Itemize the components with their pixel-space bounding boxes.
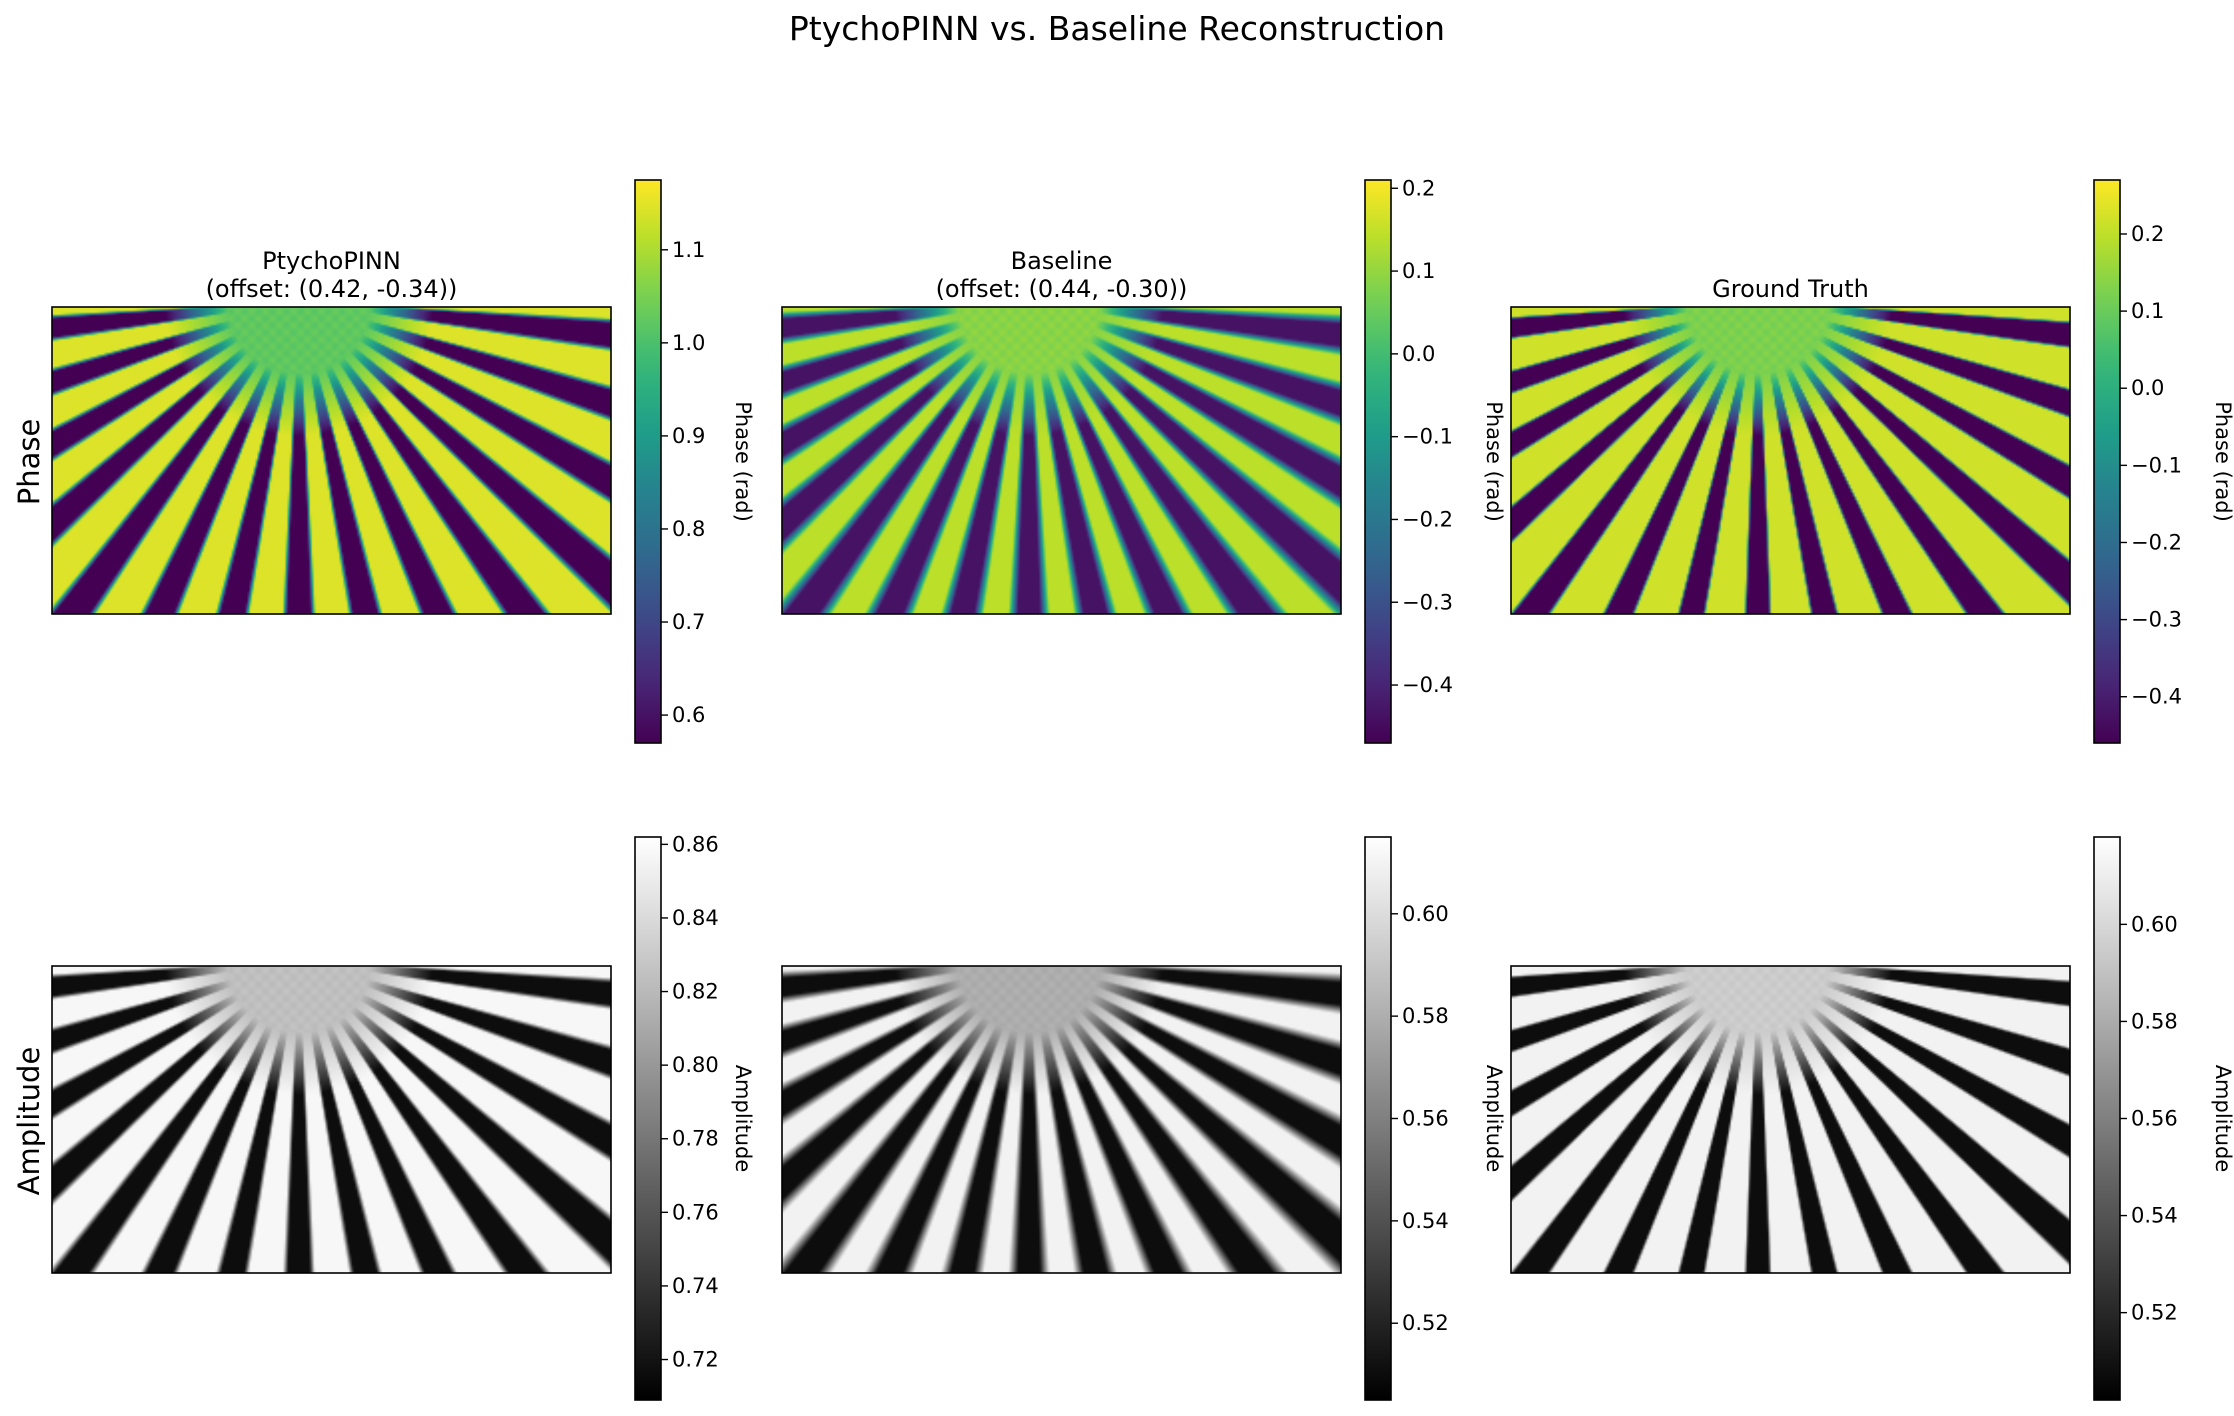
colorbar-tick-label: 0.82	[672, 980, 719, 1004]
colorbar-tick-label: −0.2	[1402, 507, 1453, 531]
panel-phase-baseline: Baseline(offset: (0.44, -0.30)) −0.4 −0.3 −…	[781, 176, 1506, 744]
heatmap-image-amplitude-ptychopinn	[52, 966, 611, 1273]
colorbar-tick-label: −0.1	[1402, 425, 1453, 449]
row-label-amplitude: Amplitude	[12, 1047, 46, 1196]
heatmap-image-phase-ptychopinn	[52, 307, 611, 614]
colorbar-tick-label: 0.60	[1402, 902, 1449, 926]
heatmap-frame	[51, 306, 612, 615]
colorbar-tick-label: 0.0	[2131, 376, 2164, 400]
colorbar-tick-label: 0.72	[672, 1348, 719, 1372]
colorbar-tick-label: 0.56	[2131, 1107, 2178, 1131]
panels: PtychoPINN(offset: (0.42, -0.34)) 0.6 0.7 0…	[51, 176, 2234, 1401]
panel-title-phase-baseline-0: Baseline	[1011, 247, 1113, 275]
heatmap-image-phase-ground-truth	[1511, 307, 2070, 614]
panel-phase-ptychopinn: PtychoPINN(offset: (0.42, -0.34)) 0.6 0.7 0…	[51, 179, 755, 744]
colorbar-tick-label: 0.54	[1402, 1209, 1449, 1233]
heatmap-frame	[781, 965, 1342, 1274]
colorbar-tick-label: 0.2	[2131, 222, 2164, 246]
colorbar-tick-label: 0.6	[672, 703, 705, 727]
figure-title: PtychoPINN vs. Baseline Reconstruction	[789, 9, 1445, 48]
colorbar-frame	[634, 836, 662, 1401]
panel-title-phase-baseline-1: (offset: (0.44, -0.30))	[936, 275, 1188, 303]
colorbar-frame	[2093, 179, 2121, 744]
colorbar-label-phase-ground-truth: Phase (rad)	[2211, 401, 2234, 522]
colorbar-tick-label: 0.78	[672, 1127, 719, 1151]
panel-title-phase-ptychopinn-0: PtychoPINN	[262, 247, 401, 275]
colorbar-tick-label: 0.8	[672, 517, 705, 541]
colorbar-tick-label: 0.2	[1402, 176, 1435, 200]
heatmap-frame	[51, 965, 612, 1274]
colorbar-frame	[634, 179, 662, 744]
colorbar-tick-label: 0.1	[1402, 259, 1435, 283]
colorbar-tick-label: 0.56	[1402, 1107, 1449, 1131]
panel-amplitude-baseline: 0.52 0.54 0.56 0.58 0.60 Amplitude	[781, 836, 1506, 1401]
colorbar-tick-label: 0.60	[2131, 912, 2178, 936]
colorbar-tick-label: 0.84	[672, 906, 719, 930]
colorbar-amplitude-ground-truth	[2094, 837, 2120, 1400]
colorbar-tick-label: −0.2	[2131, 530, 2182, 554]
colorbar-tick-label: 0.52	[2131, 1301, 2178, 1325]
panel-amplitude-ptychopinn: 0.72 0.74 0.76 0.78 0.80 0.82 0.84 0.86 Amplitud…	[51, 832, 755, 1401]
colorbar-tick-label: −0.4	[1402, 673, 1453, 697]
colorbar-tick-label: 0.52	[1402, 1311, 1449, 1335]
colorbar-tick-label: 0.0	[1402, 342, 1435, 366]
colorbar-tick-label: −0.3	[1402, 590, 1453, 614]
colorbar-amplitude-ptychopinn	[635, 837, 661, 1400]
heatmap-frame	[1510, 965, 2071, 1274]
colorbar-tick-label: 1.0	[672, 331, 705, 355]
colorbar-tick-label: 0.58	[1402, 1004, 1449, 1028]
colorbar-tick-label: 0.7	[672, 610, 705, 634]
colorbar-tick-label: 0.80	[672, 1053, 719, 1077]
heatmap-frame	[781, 306, 1342, 615]
panel-title-phase-ground-truth-0: Ground Truth	[1712, 275, 1869, 303]
colorbar-label-phase-baseline: Phase (rad)	[1482, 401, 1506, 522]
colorbar-amplitude-baseline	[1365, 837, 1391, 1400]
colorbar-label-amplitude-ground-truth: Amplitude	[2211, 1065, 2234, 1173]
heatmap-image-phase-baseline	[782, 307, 1341, 614]
colorbar-tick-label: 0.58	[2131, 1009, 2178, 1033]
colorbar-tick-label: 0.1	[2131, 299, 2164, 323]
colorbar-label-phase-ptychopinn: Phase (rad)	[731, 401, 755, 522]
colorbar-tick-label: −0.4	[2131, 685, 2182, 709]
row-label-phase: Phase	[12, 419, 46, 506]
colorbar-frame	[1364, 179, 1392, 744]
colorbar-label-amplitude-baseline: Amplitude	[1482, 1065, 1506, 1173]
panel-title-phase-ptychopinn-1: (offset: (0.42, -0.34))	[206, 275, 458, 303]
colorbar-tick-label: 0.86	[672, 832, 719, 856]
panel-amplitude-ground-truth: 0.52 0.54 0.56 0.58 0.60 Amplitude	[1510, 836, 2234, 1401]
heatmap-image-amplitude-ground-truth	[1511, 966, 2070, 1273]
colorbar-phase-ground-truth	[2094, 180, 2120, 743]
colorbar-label-amplitude-ptychopinn: Amplitude	[731, 1065, 755, 1173]
colorbar-phase-baseline	[1365, 180, 1391, 743]
colorbar-tick-label: 0.9	[672, 424, 705, 448]
colorbar-tick-label: 0.54	[2131, 1204, 2178, 1228]
colorbar-tick-label: 0.74	[672, 1274, 719, 1298]
heatmap-frame	[1510, 306, 2071, 615]
panel-phase-ground-truth: Ground Truth −0.4 −0.3 −0.2 −0.1 0.0 0.1 0.2 Pha…	[1510, 179, 2234, 744]
colorbar-tick-label: −0.3	[2131, 608, 2182, 632]
colorbar-phase-ptychopinn	[635, 180, 661, 743]
colorbar-tick-label: 1.1	[672, 238, 705, 262]
colorbar-tick-label: 0.76	[672, 1200, 719, 1224]
colorbar-tick-label: −0.1	[2131, 453, 2182, 477]
heatmap-image-amplitude-baseline	[782, 966, 1341, 1273]
